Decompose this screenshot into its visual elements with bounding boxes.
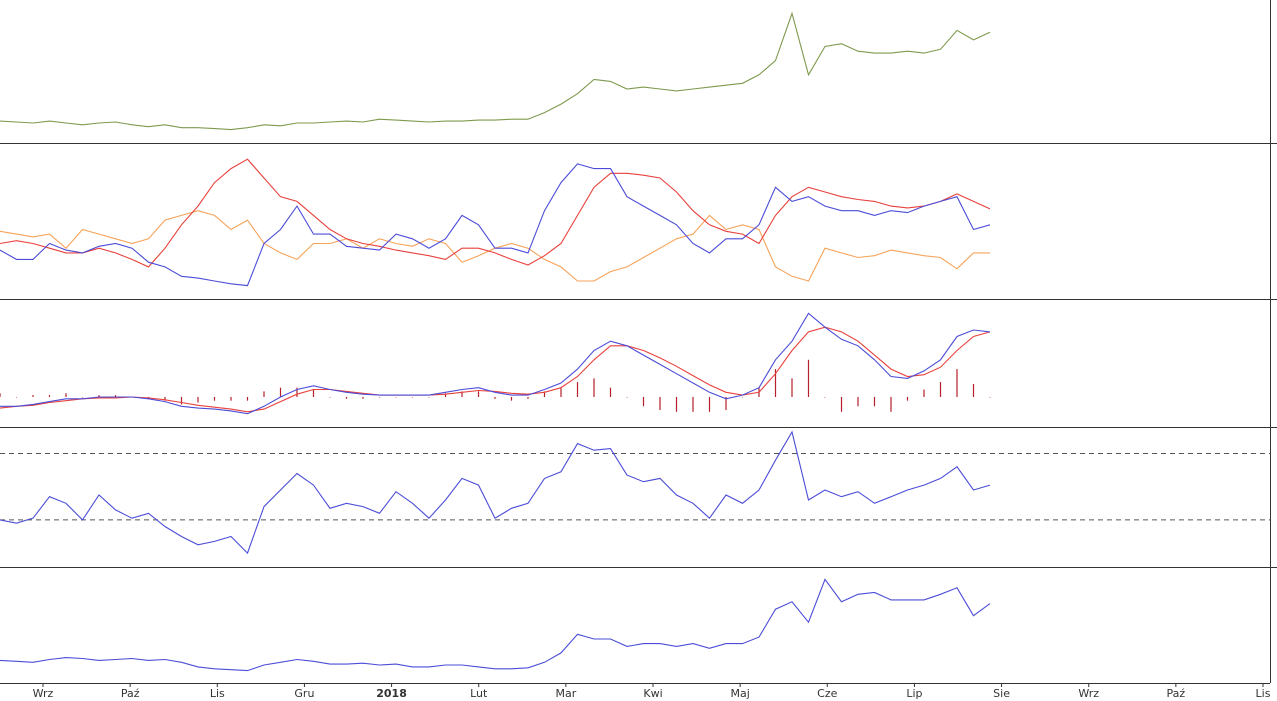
histogram-bar: [527, 396, 529, 399]
histogram-bar: [279, 387, 282, 397]
histogram-bar: [444, 393, 447, 397]
x-tick-label: Wrz: [33, 687, 54, 700]
histogram-bar: [741, 396, 744, 398]
x-tick-label: Gru: [294, 687, 314, 700]
histogram-bar: [477, 391, 480, 397]
histogram-bar: [873, 396, 876, 407]
histogram-bar: [939, 382, 942, 397]
histogram-bar: [692, 396, 694, 412]
histogram-bar: [923, 389, 925, 397]
histogram-bar: [213, 396, 216, 401]
x-tick-label: 2018: [376, 687, 407, 700]
x-tick-label: Sie: [993, 687, 1010, 700]
x-tick-label: Mar: [555, 687, 576, 700]
histogram-bar: [329, 396, 331, 398]
histogram-bar: [791, 378, 793, 397]
series-line: [0, 158, 991, 268]
histogram-bar: [824, 396, 826, 398]
histogram-bar: [65, 393, 67, 397]
histogram-bar: [972, 383, 975, 397]
histogram-bar: [626, 396, 628, 398]
histogram-bar: [395, 396, 397, 398]
histogram-bar: [675, 396, 678, 412]
histogram-bar: [0, 393, 1, 397]
histogram-bar: [807, 359, 810, 397]
series-line: [0, 312, 991, 415]
histogram-bar: [246, 396, 249, 401]
series-line: [0, 11, 991, 131]
histogram-bar: [576, 382, 579, 397]
histogram-bar: [708, 396, 711, 412]
x-tick-label: Kwi: [643, 687, 662, 700]
histogram-bar: [98, 395, 100, 397]
histogram-bar: [609, 387, 612, 397]
x-tick-label: Lip: [906, 687, 922, 700]
histogram-bar: [312, 389, 315, 397]
histogram-bar: [180, 396, 183, 405]
histogram-bar: [956, 369, 958, 397]
histogram-bar: [164, 396, 166, 401]
histogram-bar: [296, 387, 298, 397]
histogram-bar: [857, 396, 859, 407]
histogram-bar: [263, 391, 265, 397]
histogram-bar: [428, 396, 430, 398]
histogram-bar: [362, 396, 364, 399]
x-tick-label: Lis: [1256, 687, 1271, 700]
x-tick-label: Paź: [121, 687, 140, 700]
histogram-bar: [543, 391, 546, 397]
x-tick-label: Maj: [730, 687, 749, 700]
series-line: [0, 430, 991, 555]
histogram-bar: [774, 369, 777, 397]
x-tick-label: Wrz: [1078, 687, 1099, 700]
histogram-bar: [840, 396, 843, 412]
histogram-bar: [725, 396, 727, 410]
histogram-bar: [15, 396, 18, 398]
series-line: [0, 163, 991, 287]
histogram-bar: [659, 396, 661, 410]
x-tick-label: Paź: [1167, 687, 1186, 700]
histogram-bar: [48, 395, 51, 397]
histogram-bar: [114, 395, 117, 397]
histogram-bar: [230, 396, 232, 401]
histogram-bar: [461, 391, 463, 397]
histogram-bar: [642, 396, 645, 407]
histogram-bar: [197, 396, 199, 403]
histogram-bar: [510, 396, 513, 401]
x-tick-label: Cze: [817, 687, 837, 700]
series-line: [0, 578, 991, 672]
histogram-bar: [411, 396, 414, 398]
histogram-bar: [378, 396, 381, 398]
histogram-bar: [906, 396, 909, 401]
x-tick-label: Lis: [210, 687, 225, 700]
histogram-bar: [81, 396, 84, 398]
x-tick-label: Lut: [470, 687, 488, 700]
histogram-bar: [494, 396, 496, 399]
histogram-bar: [593, 378, 595, 397]
histogram-bar: [560, 387, 562, 397]
histogram-bar: [890, 396, 892, 412]
series-line: [0, 210, 990, 282]
histogram-bar: [32, 395, 34, 397]
histogram-bar: [989, 396, 991, 398]
histogram-bar: [345, 396, 348, 399]
